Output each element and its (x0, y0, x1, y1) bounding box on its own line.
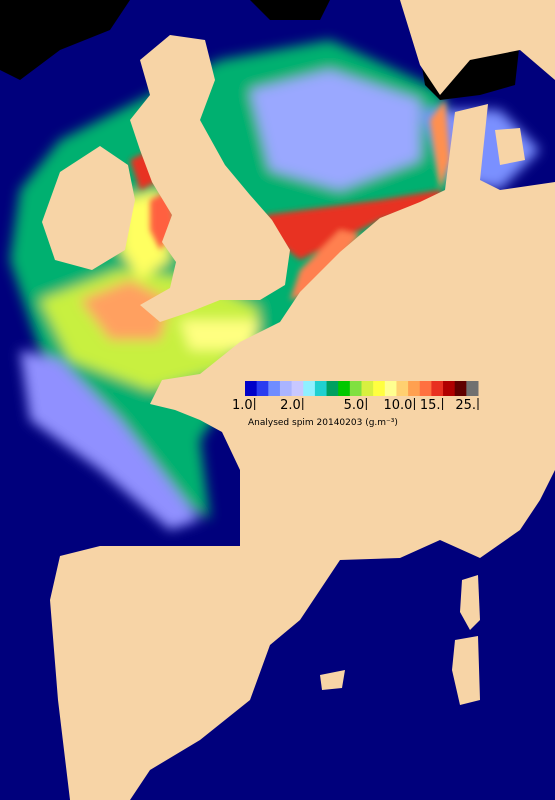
colorbar-swatch (419, 381, 432, 396)
colorbar-swatch (279, 381, 293, 396)
colorbar: 1.0 2.0 5.0 10.0 15. 25. (232, 381, 479, 413)
colorbar-swatch (408, 381, 421, 396)
colorbar-swatch (303, 381, 316, 396)
colorbar-swatch (396, 381, 409, 396)
colorbar-tick-label: 1.0 (232, 398, 253, 413)
colorbar-swatch (314, 381, 328, 396)
colorbar-swatch (431, 381, 444, 396)
colorbar-swatch (245, 381, 258, 396)
colorbar-tick-label: 25. (455, 398, 476, 413)
colorbar-swatch (361, 381, 374, 396)
colorbar-swatch (256, 381, 269, 396)
colorbar-tick-label: 10.0 (383, 398, 412, 413)
colorbar-swatch (326, 381, 339, 396)
colorbar-swatch (338, 381, 351, 396)
colorbar-swatch (443, 381, 456, 396)
colorbar-swatch (268, 381, 281, 396)
colorbar-tick-label: 5.0 (344, 398, 365, 413)
colorbar-swatch (454, 381, 467, 396)
colorbar-swatch (349, 381, 362, 396)
colorbar-tick-label: 2.0 (280, 398, 301, 413)
colorbar-swatch (466, 381, 479, 396)
colorbar-tick-label: 15. (420, 398, 441, 413)
legend-title: Analysed spim 20140203 (g.m⁻³) (248, 418, 398, 428)
colorbar-swatch (384, 381, 397, 396)
colorbar-swatch (373, 381, 386, 396)
land (42, 0, 555, 800)
colorbar-swatch (291, 381, 304, 396)
